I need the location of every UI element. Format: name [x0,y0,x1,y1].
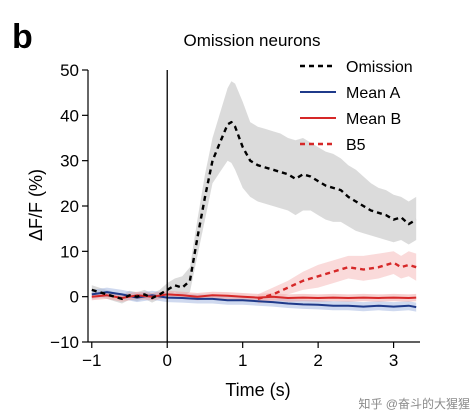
x-tick-label: 1 [238,351,247,370]
x-tick-label: 2 [313,351,322,370]
watermark: 知乎 @奋斗的大猩猩 [358,396,470,411]
chart-title: Omission neurons [183,31,320,50]
x-tick-label: 0 [162,351,171,370]
y-tick-label: 40 [60,106,79,125]
series-lines [91,120,417,309]
y-tick-label: 50 [60,61,79,80]
x-tick-label: 3 [389,351,398,370]
series-line-omission [91,120,417,301]
legend-label-mean-b: Mean B [346,111,401,128]
legend: Omission Mean A Mean B B5 [300,59,413,154]
y-axis-label: ΔF/F (%) [26,169,46,241]
legend-label-omission: Omission [346,59,413,76]
y-tick-label: −10 [50,333,79,352]
x-axis-ticks: −1 0 1 2 3 [82,342,398,370]
y-tick-label: 30 [60,152,79,171]
y-tick-label: 10 [60,242,79,261]
y-axis-ticks: −10 0 10 20 30 40 50 [50,61,88,352]
legend-label-b5: B5 [346,137,366,154]
band-b5 [257,251,417,304]
y-tick-label: 20 [60,197,79,216]
x-tick-label: −1 [82,351,101,370]
panel-letter: b [12,18,33,56]
x-axis-label: Time (s) [225,380,290,400]
y-tick-label: 0 [70,288,79,307]
band-mean-b [91,290,417,302]
legend-label-mean-a: Mean A [346,85,401,102]
band-omission [91,81,417,304]
